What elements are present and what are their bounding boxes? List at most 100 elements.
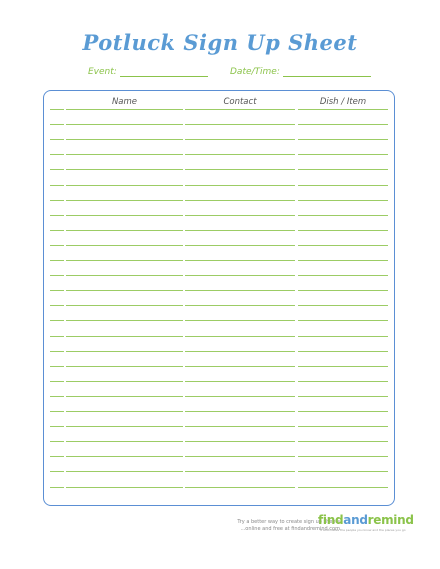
row-contact-line[interactable] — [185, 335, 295, 337]
row-number-line[interactable] — [50, 169, 64, 171]
row-contact-line[interactable] — [185, 184, 295, 186]
row-name-line[interactable] — [66, 260, 183, 261]
row-number-line[interactable] — [50, 320, 64, 322]
row-number-line[interactable] — [50, 290, 64, 292]
row-dish-line[interactable] — [298, 456, 388, 458]
row-contact-line[interactable] — [185, 471, 295, 473]
row-name-line[interactable] — [66, 456, 183, 458]
row-name-line[interactable] — [66, 395, 183, 397]
row-number-line[interactable] — [50, 260, 64, 261]
signup-row[interactable] — [44, 109, 394, 110]
row-contact-line[interactable] — [185, 169, 295, 171]
row-name-line[interactable] — [66, 335, 183, 337]
row-number-line[interactable] — [50, 456, 64, 458]
signup-row[interactable] — [44, 305, 394, 307]
row-name-line[interactable] — [66, 214, 183, 216]
signup-row[interactable] — [44, 124, 394, 126]
row-number-line[interactable] — [50, 411, 64, 412]
signup-row[interactable] — [44, 486, 394, 488]
signup-row[interactable] — [44, 411, 394, 412]
row-number-line[interactable] — [50, 154, 64, 156]
row-dish-line[interactable] — [298, 441, 388, 443]
row-dish-line[interactable] — [298, 199, 388, 201]
signup-row[interactable] — [44, 290, 394, 292]
row-dish-line[interactable] — [298, 124, 388, 126]
row-name-line[interactable] — [66, 441, 183, 443]
signup-row[interactable] — [44, 350, 394, 352]
signup-row[interactable] — [44, 275, 394, 277]
row-dish-line[interactable] — [298, 169, 388, 171]
row-number-line[interactable] — [50, 426, 64, 428]
row-dish-line[interactable] — [298, 395, 388, 397]
row-dish-line[interactable] — [298, 244, 388, 246]
row-dish-line[interactable] — [298, 109, 388, 110]
row-dish-line[interactable] — [298, 275, 388, 277]
row-name-line[interactable] — [66, 169, 183, 171]
signup-row[interactable] — [44, 426, 394, 428]
row-number-line[interactable] — [50, 214, 64, 216]
row-contact-line[interactable] — [185, 411, 295, 412]
row-number-line[interactable] — [50, 109, 64, 110]
row-number-line[interactable] — [50, 184, 64, 186]
row-number-line[interactable] — [50, 380, 64, 382]
row-contact-line[interactable] — [185, 380, 295, 382]
row-name-line[interactable] — [66, 486, 183, 488]
row-name-line[interactable] — [66, 471, 183, 473]
row-name-line[interactable] — [66, 229, 183, 231]
row-contact-line[interactable] — [185, 260, 295, 261]
row-contact-line[interactable] — [185, 229, 295, 231]
row-name-line[interactable] — [66, 184, 183, 186]
row-dish-line[interactable] — [298, 320, 388, 322]
row-number-line[interactable] — [50, 229, 64, 231]
row-number-line[interactable] — [50, 350, 64, 352]
row-dish-line[interactable] — [298, 260, 388, 261]
row-number-line[interactable] — [50, 441, 64, 443]
row-contact-line[interactable] — [185, 199, 295, 201]
row-contact-line[interactable] — [185, 109, 295, 110]
event-field[interactable]: Event: — [88, 66, 208, 77]
row-contact-line[interactable] — [185, 124, 295, 126]
row-name-line[interactable] — [66, 124, 183, 126]
row-number-line[interactable] — [50, 139, 64, 141]
row-name-line[interactable] — [66, 275, 183, 277]
datetime-field[interactable]: Date/Time: — [230, 66, 371, 77]
row-contact-line[interactable] — [185, 426, 295, 428]
row-contact-line[interactable] — [185, 305, 295, 307]
row-contact-line[interactable] — [185, 244, 295, 246]
row-dish-line[interactable] — [298, 184, 388, 186]
signup-row[interactable] — [44, 456, 394, 458]
row-name-line[interactable] — [66, 290, 183, 292]
row-dish-line[interactable] — [298, 154, 388, 156]
row-name-line[interactable] — [66, 109, 183, 110]
signup-row[interactable] — [44, 229, 394, 231]
row-name-line[interactable] — [66, 365, 183, 367]
signup-row[interactable] — [44, 335, 394, 337]
row-name-line[interactable] — [66, 411, 183, 412]
row-name-line[interactable] — [66, 139, 183, 141]
row-number-line[interactable] — [50, 365, 64, 367]
row-dish-line[interactable] — [298, 365, 388, 367]
row-contact-line[interactable] — [185, 441, 295, 443]
row-contact-line[interactable] — [185, 395, 295, 397]
row-number-line[interactable] — [50, 486, 64, 488]
row-contact-line[interactable] — [185, 290, 295, 292]
signup-row[interactable] — [44, 441, 394, 443]
row-name-line[interactable] — [66, 350, 183, 352]
signup-row[interactable] — [44, 169, 394, 171]
row-contact-line[interactable] — [185, 214, 295, 216]
row-dish-line[interactable] — [298, 486, 388, 488]
row-dish-line[interactable] — [298, 290, 388, 292]
row-dish-line[interactable] — [298, 139, 388, 141]
datetime-line[interactable] — [282, 66, 371, 77]
row-name-line[interactable] — [66, 426, 183, 428]
row-dish-line[interactable] — [298, 471, 388, 473]
row-dish-line[interactable] — [298, 335, 388, 337]
row-contact-line[interactable] — [185, 139, 295, 141]
row-name-line[interactable] — [66, 305, 183, 307]
row-name-line[interactable] — [66, 154, 183, 156]
row-number-line[interactable] — [50, 199, 64, 201]
row-contact-line[interactable] — [185, 365, 295, 367]
signup-row[interactable] — [44, 244, 394, 246]
signup-row[interactable] — [44, 214, 394, 216]
signup-row[interactable] — [44, 380, 394, 382]
